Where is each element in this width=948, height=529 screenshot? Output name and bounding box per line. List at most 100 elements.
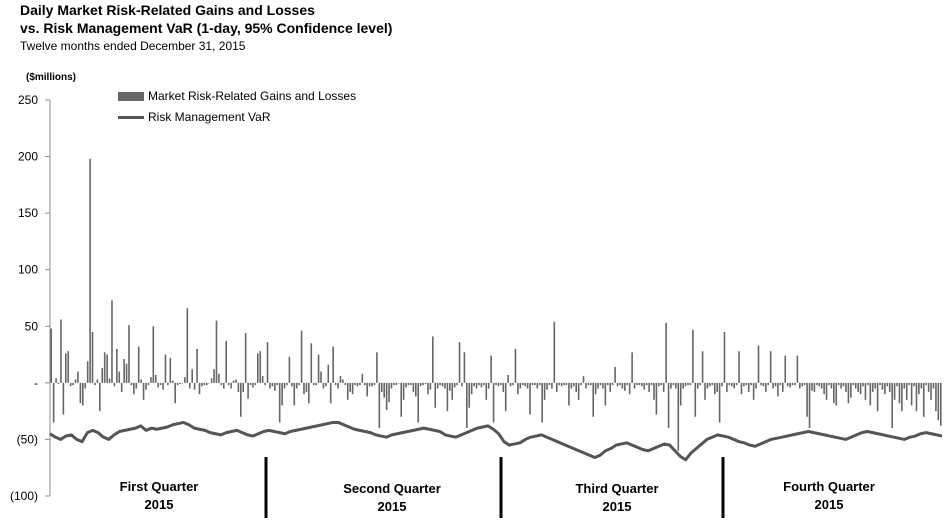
y-axis-unit-label: ($millions) bbox=[26, 72, 77, 83]
bar bbox=[94, 382, 96, 386]
bar bbox=[592, 382, 595, 417]
bar bbox=[881, 382, 884, 390]
bar bbox=[777, 382, 779, 397]
bar bbox=[723, 331, 726, 383]
bar bbox=[565, 382, 568, 386]
bar bbox=[305, 382, 308, 392]
bar bbox=[174, 382, 176, 404]
bar bbox=[310, 343, 313, 383]
bar bbox=[757, 345, 760, 383]
chart-title-line2: vs. Risk Management VaR (1-day, 95% Conf… bbox=[20, 20, 393, 36]
bar bbox=[446, 382, 449, 412]
bar bbox=[631, 352, 633, 383]
bar bbox=[920, 382, 923, 389]
bar bbox=[587, 382, 590, 386]
legend-line-swatch bbox=[118, 115, 144, 119]
bar bbox=[317, 354, 320, 383]
bar bbox=[414, 382, 417, 397]
bar bbox=[782, 382, 784, 392]
legend-item-var: Risk Management VaR bbox=[118, 110, 271, 124]
bar bbox=[670, 382, 672, 389]
bar bbox=[628, 382, 631, 395]
bar bbox=[616, 382, 619, 387]
bar bbox=[74, 379, 77, 383]
bar bbox=[108, 378, 111, 383]
bar bbox=[937, 382, 940, 421]
bar bbox=[303, 382, 305, 395]
bar bbox=[913, 382, 915, 387]
bar bbox=[179, 382, 181, 384]
bar bbox=[410, 382, 412, 386]
bar bbox=[820, 382, 823, 389]
bar bbox=[833, 382, 835, 404]
bar bbox=[745, 382, 748, 386]
bar bbox=[536, 382, 539, 389]
bar bbox=[624, 382, 626, 391]
bar bbox=[264, 382, 266, 386]
bar bbox=[65, 353, 67, 383]
quarter-label-q2-year: 2015 bbox=[377, 499, 407, 514]
bar bbox=[871, 382, 874, 392]
bar bbox=[874, 382, 876, 389]
bar bbox=[52, 382, 55, 423]
chart-title-line1: Daily Market Risk-Related Gains and Loss… bbox=[20, 2, 315, 18]
bar bbox=[580, 382, 582, 386]
bar bbox=[932, 382, 935, 389]
bar bbox=[789, 382, 791, 388]
quarter-label-q3-name: Third Quarter bbox=[575, 481, 659, 496]
bar bbox=[244, 333, 247, 383]
bar bbox=[271, 382, 274, 387]
bar bbox=[925, 382, 927, 386]
bar bbox=[808, 382, 811, 429]
bar bbox=[636, 382, 638, 386]
bar bbox=[69, 382, 72, 387]
bar bbox=[864, 382, 867, 400]
bar bbox=[682, 382, 684, 389]
y-tick-label: - bbox=[34, 376, 38, 390]
bar bbox=[89, 158, 91, 383]
bar bbox=[327, 364, 330, 383]
bar bbox=[449, 382, 451, 391]
bar bbox=[393, 382, 395, 386]
bar bbox=[50, 328, 53, 383]
bar bbox=[142, 382, 145, 400]
bar bbox=[456, 382, 458, 386]
legend-item-gains-losses: Market Risk-Related Gains and Losses bbox=[118, 89, 356, 103]
quarter-label-q2: Second Quarter 2015 bbox=[292, 480, 492, 516]
bar bbox=[441, 382, 444, 387]
bar bbox=[60, 319, 62, 383]
bar bbox=[176, 382, 179, 386]
bar bbox=[86, 361, 89, 383]
bar bbox=[621, 382, 624, 389]
bar bbox=[609, 382, 612, 392]
bar bbox=[278, 382, 281, 423]
bar bbox=[490, 355, 492, 383]
bar bbox=[171, 380, 174, 383]
bar bbox=[645, 382, 648, 386]
bar bbox=[716, 382, 718, 392]
bar bbox=[254, 382, 257, 386]
bar bbox=[259, 351, 262, 383]
quarter-label-q4: Fourth Quarter 2015 bbox=[729, 478, 929, 514]
bar bbox=[395, 382, 398, 386]
bar bbox=[140, 379, 142, 383]
bar bbox=[577, 382, 580, 400]
bar bbox=[750, 382, 752, 386]
bar bbox=[99, 382, 101, 412]
bar bbox=[57, 382, 60, 384]
bar bbox=[572, 382, 575, 387]
bar bbox=[405, 382, 407, 388]
bar bbox=[660, 382, 663, 386]
bar bbox=[252, 382, 254, 388]
bar bbox=[269, 382, 271, 389]
bar bbox=[672, 382, 675, 386]
bar bbox=[91, 331, 94, 383]
bar bbox=[869, 382, 872, 406]
bar bbox=[373, 382, 376, 386]
bar bbox=[334, 382, 337, 386]
bar bbox=[604, 382, 607, 406]
bar bbox=[458, 342, 461, 383]
bar bbox=[553, 321, 556, 383]
bar bbox=[154, 374, 157, 383]
bar bbox=[361, 373, 364, 383]
